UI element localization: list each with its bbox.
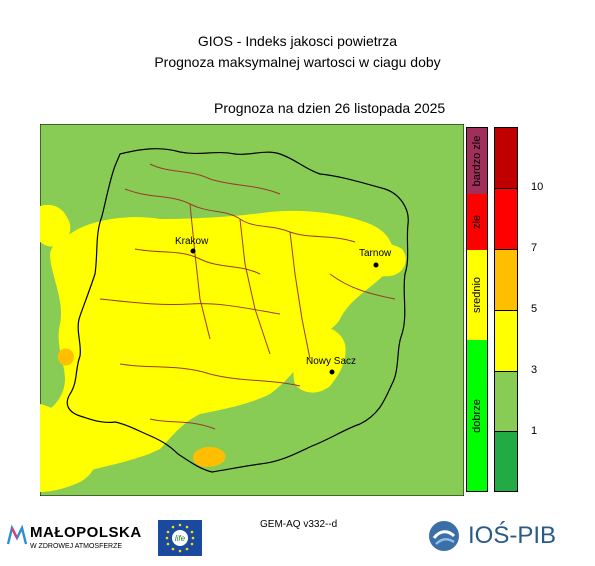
voivodeship-border — [66, 148, 409, 473]
scale-band-3 — [495, 250, 517, 311]
scale-band-1 — [495, 128, 517, 189]
orange-spot-west — [57, 348, 74, 366]
eu-stars-icon: life — [165, 523, 195, 553]
yellow-zone-main — [40, 210, 394, 496]
scale-tick-5: 5 — [531, 303, 538, 315]
category-legend: bardzo zle zle srednio dobrze — [466, 127, 488, 492]
scale-band-2 — [495, 189, 517, 250]
county-borders — [99, 163, 396, 430]
city-tarnow: Tarnow — [359, 248, 392, 268]
malopolska-subtitle: W ZDROWEJ ATMOSFERZE — [30, 543, 123, 550]
scale-band-6 — [495, 432, 517, 491]
ios-pib-emblem-icon — [429, 521, 459, 551]
city-label-nowy-sacz: Nowy Sacz — [306, 356, 356, 367]
air-quality-map: Krakow Tarnow Nowy Sacz — [40, 124, 464, 496]
yellow-zone-northwest — [40, 204, 71, 247]
city-nowy-sacz: Nowy Sacz — [306, 356, 356, 375]
model-version: GEM-AQ v332--d — [260, 519, 338, 530]
city-label-krakow: Krakow — [175, 236, 209, 247]
city-krakow: Krakow — [175, 236, 209, 254]
category-label-good: dobrze — [471, 398, 483, 433]
category-label-moderate: srednio — [471, 276, 483, 314]
orange-spot-south — [193, 446, 226, 467]
scale-tick-7: 7 — [531, 242, 538, 254]
category-label-bad: zle — [471, 214, 483, 230]
category-label-very-bad: bardzo zle — [471, 135, 483, 187]
category-moderate: srednio — [467, 250, 487, 340]
eu-life-logo: life — [158, 520, 202, 556]
index-color-scale — [494, 127, 518, 492]
yellow-zone-southwest — [40, 404, 97, 492]
malopolska-name: MAŁOPOLSKA — [30, 524, 142, 541]
scale-tick-3: 3 — [531, 364, 538, 376]
ios-pib-name: IOŚ-PIB — [468, 522, 557, 549]
category-bad: zle — [467, 194, 487, 250]
yellow-zone-tarnow — [355, 241, 406, 277]
title-line-1: GIOS - Indeks jakosci powietrza — [197, 33, 398, 49]
scale-tick-1: 1 — [531, 425, 538, 437]
category-good: dobrze — [467, 340, 487, 491]
city-label-tarnow: Tarnow — [359, 248, 392, 259]
scale-tick-10: 10 — [531, 181, 544, 193]
title-line-2: Prognoza maksymalnej wartosci w ciagu do… — [154, 54, 441, 70]
scale-band-5 — [495, 372, 517, 432]
malopolska-mark-icon — [6, 524, 28, 545]
category-very-bad: bardzo zle — [467, 128, 487, 194]
forecast-date: Prognoza na dzien 26 listopada 2025 — [214, 100, 446, 116]
scale-band-4 — [495, 311, 517, 372]
life-text: life — [175, 534, 186, 543]
